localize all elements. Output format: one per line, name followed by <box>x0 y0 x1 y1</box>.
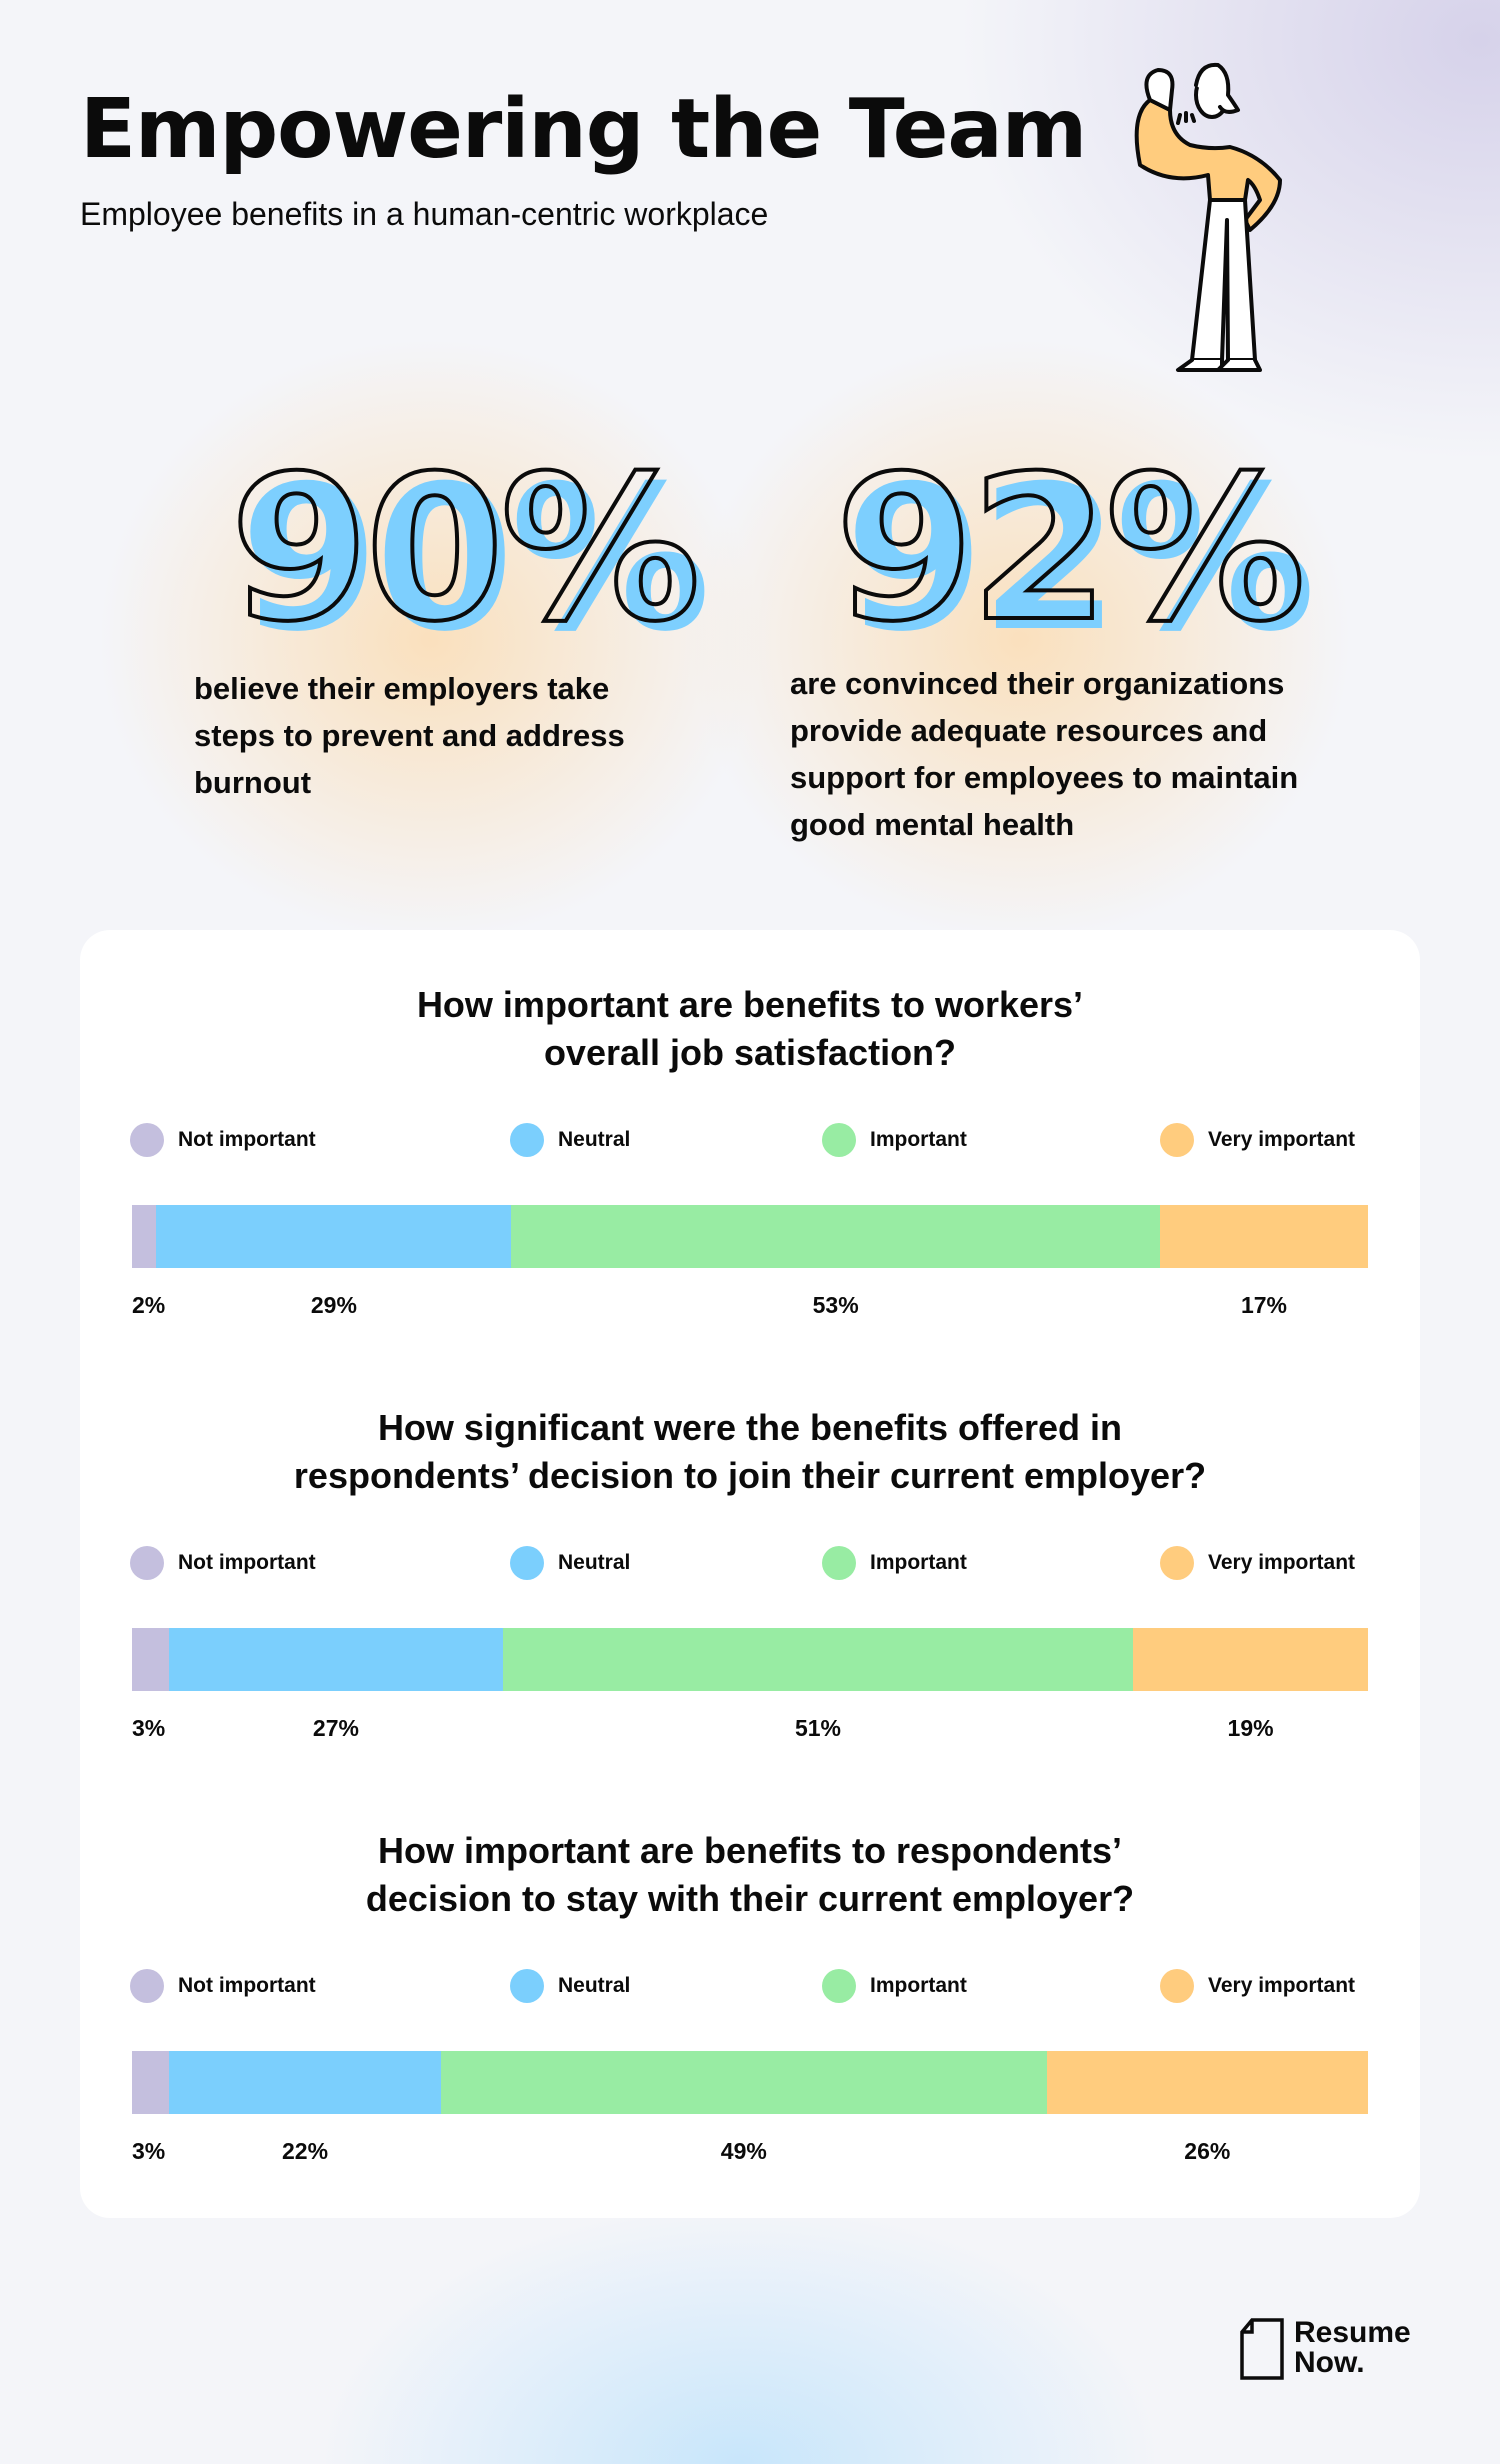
stacked-bar <box>132 1205 1368 1268</box>
legend-swatch <box>1160 1969 1194 2003</box>
stat-value-92: 92% 92% <box>833 433 1316 676</box>
bar-segment-not-important <box>132 2051 170 2114</box>
bar-segment-neutral <box>169 2051 441 2114</box>
legend-swatch <box>822 1546 856 1580</box>
bar-segment-very-important <box>1133 1628 1368 1691</box>
legend-label: Neutral <box>558 1974 631 1997</box>
stat-description: believe their employers take steps to pr… <box>194 671 625 800</box>
document-icon <box>1240 2318 1284 2380</box>
stat-value-90: 90% 90% <box>228 433 711 676</box>
legend-swatch <box>1160 1546 1194 1580</box>
stacked-bar <box>132 2051 1368 2114</box>
legend-item: Very important <box>1160 1123 1355 1157</box>
logo-text: Now. <box>1294 2346 1365 2379</box>
legend-swatch <box>130 1123 164 1157</box>
legend-swatch <box>510 1123 544 1157</box>
bar-segment-very-important <box>1046 2051 1368 2114</box>
legend-item: Neutral <box>510 1969 630 2003</box>
data-label: 27% <box>312 1715 359 1741</box>
legend-item: Not important <box>130 1546 316 1580</box>
chart-legend: Not important Neutral Important Very import… <box>80 1123 1420 1159</box>
data-label: 26% <box>1184 2138 1231 2164</box>
legend-swatch <box>822 1969 856 2003</box>
data-label: 29% <box>310 1292 357 1318</box>
legend-item: Neutral <box>510 1123 630 1157</box>
legend-label: Important <box>870 1551 967 1574</box>
chart-title: How important are benefits to respondent… <box>365 1830 1135 1919</box>
data-label: 53% <box>812 1292 859 1318</box>
bar-segment-important <box>502 1628 1134 1691</box>
data-label: 3% <box>132 2138 166 2164</box>
legend-label: Not important <box>178 1128 316 1151</box>
legend-item: Important <box>822 1123 967 1157</box>
bar-segment-not-important <box>132 1628 170 1691</box>
data-label: 51% <box>794 1715 841 1741</box>
logo-text: Resume <box>1294 2316 1411 2349</box>
legend-swatch <box>130 1546 164 1580</box>
bar-labels: 2% 29% 53% 17% <box>132 1292 1368 1322</box>
stat-description: are convinced their organizations provid… <box>790 666 1299 842</box>
bar-segment-very-important <box>1159 1205 1368 1268</box>
legend-swatch <box>510 1546 544 1580</box>
bar-segment-important <box>440 2051 1047 2114</box>
chart-title: How significant were the benefits offere… <box>293 1407 1207 1496</box>
legend-item: Very important <box>1160 1546 1355 1580</box>
legend-swatch <box>130 1969 164 2003</box>
data-label: 3% <box>132 1715 166 1741</box>
bar-segment-not-important <box>132 1205 157 1268</box>
legend-item: Not important <box>130 1969 316 2003</box>
legend-label: Neutral <box>558 1128 631 1151</box>
stacked-bar <box>132 1628 1368 1691</box>
legend-label: Not important <box>178 1974 316 1997</box>
bar-labels: 3% 22% 49% 26% <box>132 2138 1368 2168</box>
legend-label: Very important <box>1208 1974 1356 1997</box>
page-subtitle: Employee benefits in a human-centric wor… <box>80 196 769 232</box>
resume-now-logo: Resume Now. <box>1240 2318 1411 2380</box>
page-title: Empowering the Team <box>80 82 1087 177</box>
legend-label: Very important <box>1208 1128 1356 1151</box>
survey-card: How important are benefits to workers’ o… <box>80 930 1420 2218</box>
chart-legend: Not important Neutral Important Very import… <box>80 1546 1420 1582</box>
legend-swatch <box>1160 1123 1194 1157</box>
legend-label: Neutral <box>558 1551 631 1574</box>
legend-item: Not important <box>130 1123 316 1157</box>
woman-flexing-illustration <box>1134 62 1282 372</box>
legend-item: Very important <box>1160 1969 1355 2003</box>
bar-labels: 3% 27% 51% 19% <box>132 1715 1368 1745</box>
data-label: 17% <box>1240 1292 1287 1318</box>
bar-segment-neutral <box>169 1628 503 1691</box>
legend-swatch <box>510 1969 544 2003</box>
legend-item: Neutral <box>510 1546 630 1580</box>
chart-legend: Not important Neutral Important Very import… <box>80 1969 1420 2005</box>
chart-title: How important are benefits to workers’ o… <box>416 984 1084 1073</box>
data-label: 49% <box>720 2138 767 2164</box>
bar-segment-neutral <box>156 1205 512 1268</box>
legend-label: Not important <box>178 1551 316 1574</box>
legend-item: Important <box>822 1969 967 2003</box>
legend-label: Very important <box>1208 1551 1356 1574</box>
legend-item: Important <box>822 1546 967 1580</box>
legend-label: Important <box>870 1128 967 1151</box>
legend-swatch <box>822 1123 856 1157</box>
bar-segment-important <box>511 1205 1160 1268</box>
legend-label: Important <box>870 1974 967 1997</box>
data-label: 2% <box>132 1292 166 1318</box>
data-label: 22% <box>282 2138 329 2164</box>
data-label: 19% <box>1227 1715 1274 1741</box>
